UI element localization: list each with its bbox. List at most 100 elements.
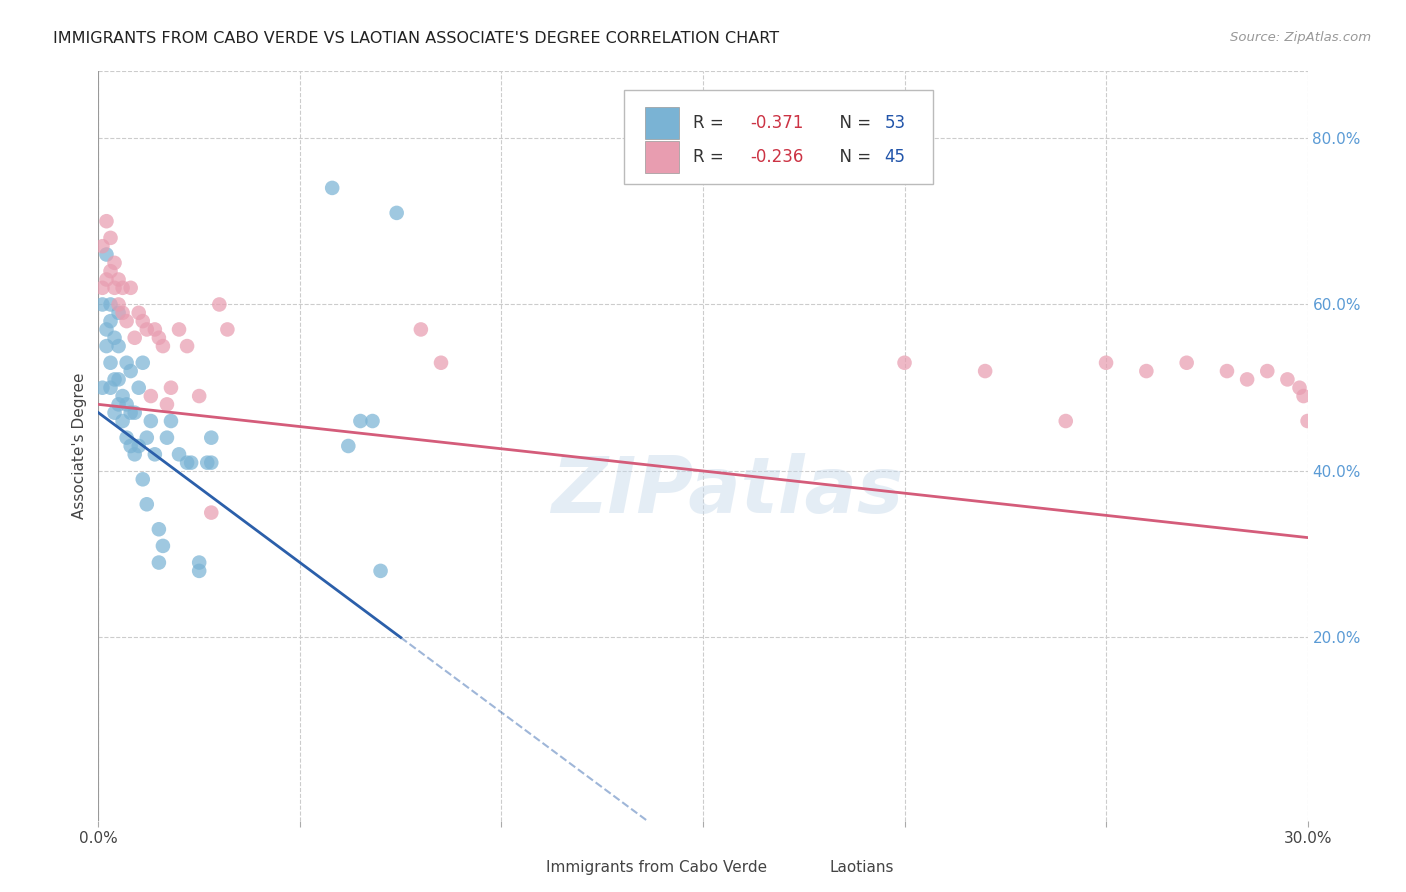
Point — [1095, 356, 1118, 370]
Point — [111, 306, 134, 320]
Point — [120, 406, 142, 420]
Point — [1256, 364, 1278, 378]
Point — [385, 206, 408, 220]
Point — [124, 406, 146, 420]
Point — [148, 331, 170, 345]
Point — [120, 281, 142, 295]
Point — [107, 272, 129, 286]
Point — [160, 381, 183, 395]
Point — [132, 314, 155, 328]
Y-axis label: Associate's Degree: Associate's Degree — [72, 373, 87, 519]
Point — [91, 381, 114, 395]
Text: Immigrants from Cabo Verde: Immigrants from Cabo Verde — [546, 861, 766, 875]
Point — [143, 322, 166, 336]
Point — [1292, 389, 1315, 403]
Point — [115, 397, 138, 411]
Point — [156, 397, 179, 411]
Point — [100, 356, 122, 370]
Text: R =: R = — [693, 114, 730, 132]
Point — [321, 181, 343, 195]
Point — [200, 456, 222, 470]
FancyBboxPatch shape — [624, 90, 932, 184]
Point — [188, 556, 211, 570]
Point — [974, 364, 997, 378]
Point — [152, 539, 174, 553]
Point — [100, 297, 122, 311]
Point — [1288, 381, 1310, 395]
Point — [107, 306, 129, 320]
Point — [1175, 356, 1198, 370]
Text: 53: 53 — [884, 114, 905, 132]
Text: IMMIGRANTS FROM CABO VERDE VS LAOTIAN ASSOCIATE'S DEGREE CORRELATION CHART: IMMIGRANTS FROM CABO VERDE VS LAOTIAN AS… — [53, 31, 779, 46]
Point — [107, 297, 129, 311]
Text: R =: R = — [693, 148, 730, 166]
Point — [176, 339, 198, 353]
Point — [120, 439, 142, 453]
Point — [139, 414, 162, 428]
Point — [893, 356, 915, 370]
Point — [148, 556, 170, 570]
Point — [160, 414, 183, 428]
Bar — [645, 107, 679, 139]
Point — [188, 564, 211, 578]
Point — [111, 281, 134, 295]
Point — [96, 272, 118, 286]
Point — [96, 339, 118, 353]
Point — [128, 306, 150, 320]
Point — [135, 431, 157, 445]
Point — [1296, 414, 1319, 428]
Point — [128, 439, 150, 453]
Point — [152, 339, 174, 353]
Point — [200, 431, 222, 445]
Point — [148, 522, 170, 536]
Point — [115, 431, 138, 445]
Point — [200, 506, 222, 520]
Text: -0.371: -0.371 — [751, 114, 804, 132]
Point — [167, 447, 190, 461]
Point — [409, 322, 432, 336]
Point — [167, 322, 190, 336]
Point — [176, 456, 198, 470]
Point — [111, 414, 134, 428]
Point — [156, 431, 179, 445]
Point — [349, 414, 371, 428]
Text: -0.236: -0.236 — [751, 148, 804, 166]
Point — [208, 297, 231, 311]
Point — [430, 356, 453, 370]
Point — [96, 247, 118, 261]
Point — [100, 381, 122, 395]
Bar — [645, 141, 679, 172]
Point — [361, 414, 384, 428]
Point — [132, 472, 155, 486]
Bar — [509, 857, 531, 879]
Point — [195, 456, 218, 470]
Point — [180, 456, 202, 470]
Point — [1236, 372, 1258, 386]
Point — [115, 314, 138, 328]
Text: ZIPatlas: ZIPatlas — [551, 453, 903, 529]
Point — [337, 439, 360, 453]
Point — [132, 356, 155, 370]
Point — [103, 372, 125, 386]
Point — [188, 389, 211, 403]
Point — [100, 264, 122, 278]
Point — [120, 364, 142, 378]
Text: Source: ZipAtlas.com: Source: ZipAtlas.com — [1230, 31, 1371, 45]
Text: 45: 45 — [884, 148, 905, 166]
Point — [91, 297, 114, 311]
Point — [1277, 372, 1299, 386]
Text: N =: N = — [828, 114, 876, 132]
Text: Laotians: Laotians — [830, 861, 894, 875]
Point — [103, 406, 125, 420]
Point — [1135, 364, 1157, 378]
Bar — [793, 857, 815, 879]
Point — [1054, 414, 1077, 428]
Point — [128, 381, 150, 395]
Point — [115, 356, 138, 370]
Point — [143, 447, 166, 461]
Point — [96, 214, 118, 228]
Point — [103, 256, 125, 270]
Point — [370, 564, 392, 578]
Point — [91, 281, 114, 295]
Point — [103, 281, 125, 295]
